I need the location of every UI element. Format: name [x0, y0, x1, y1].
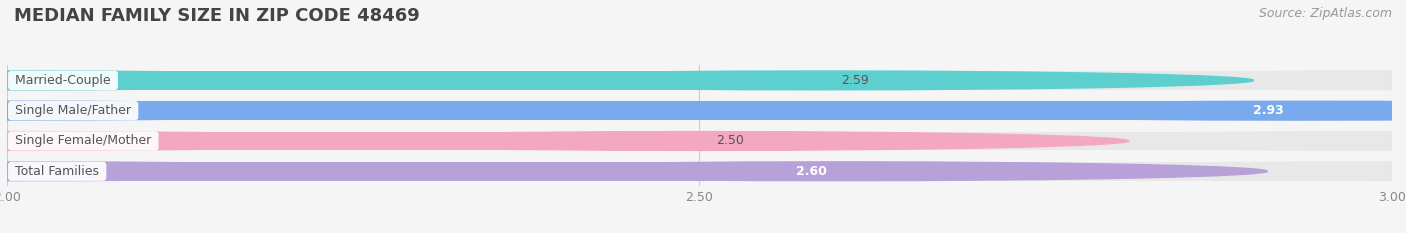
Text: 2.60: 2.60	[796, 165, 827, 178]
Text: Total Families: Total Families	[11, 165, 103, 178]
Circle shape	[963, 101, 1406, 120]
Text: Single Male/Father: Single Male/Father	[11, 104, 135, 117]
Text: MEDIAN FAMILY SIZE IN ZIP CODE 48469: MEDIAN FAMILY SIZE IN ZIP CODE 48469	[14, 7, 420, 25]
Text: Single Female/Mother: Single Female/Mother	[11, 134, 156, 147]
Circle shape	[0, 71, 436, 90]
Circle shape	[0, 132, 436, 150]
Bar	[7, 71, 1392, 90]
Circle shape	[0, 71, 436, 90]
Text: Source: ZipAtlas.com: Source: ZipAtlas.com	[1258, 7, 1392, 20]
Text: 2.50: 2.50	[716, 134, 744, 147]
Circle shape	[0, 101, 436, 120]
Text: Married-Couple: Married-Couple	[11, 74, 115, 87]
Bar	[7, 101, 1392, 120]
Text: 2.93: 2.93	[1253, 104, 1284, 117]
Circle shape	[0, 162, 436, 181]
Circle shape	[0, 162, 436, 181]
Circle shape	[963, 71, 1406, 90]
Circle shape	[866, 101, 1406, 120]
Text: 2.59: 2.59	[841, 74, 869, 87]
Circle shape	[963, 162, 1406, 181]
Bar	[7, 132, 700, 150]
Bar	[7, 132, 1392, 150]
Circle shape	[963, 132, 1406, 150]
Circle shape	[0, 132, 436, 150]
Bar	[7, 71, 824, 90]
Circle shape	[395, 71, 1254, 90]
Circle shape	[270, 132, 1129, 150]
Bar	[7, 101, 1295, 120]
Circle shape	[0, 101, 436, 120]
Bar	[7, 162, 1392, 181]
Bar	[7, 162, 838, 181]
Circle shape	[409, 162, 1267, 181]
